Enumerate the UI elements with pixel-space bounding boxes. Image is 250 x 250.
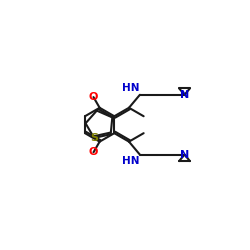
Text: N: N xyxy=(180,150,189,160)
Text: N: N xyxy=(180,90,189,100)
Text: O: O xyxy=(89,92,98,102)
Text: HN: HN xyxy=(122,83,139,93)
Text: HN: HN xyxy=(122,156,139,166)
Text: O: O xyxy=(89,147,98,157)
Text: S: S xyxy=(90,133,98,143)
